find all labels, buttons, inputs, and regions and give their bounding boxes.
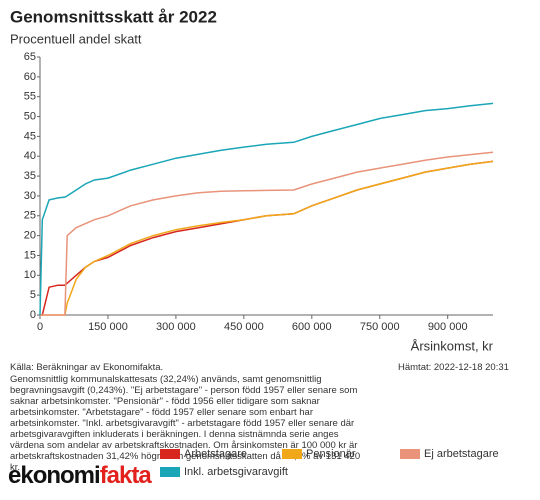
x-tick-label: 900 000 (428, 321, 468, 333)
legend-label: Arbetstagare (184, 448, 247, 460)
y-tick-label: 20 (24, 230, 36, 242)
legend-item: Inkl. arbetsgivaravgift (160, 466, 288, 478)
legend-item: Ej arbetstagare (400, 448, 499, 460)
note: Genomsnittlig kommunalskattesats (32,24%… (10, 374, 361, 473)
line (39, 102, 494, 316)
chart-title: Genomsnittsskatt år 2022 (10, 7, 217, 26)
legend-label: Inkl. arbetsgivaravgift (184, 466, 288, 478)
x-tick-label: 450 000 (224, 321, 264, 333)
legend-swatch (160, 467, 180, 477)
y-tick-label: 5 (30, 289, 36, 301)
y-tick-label: 55 (24, 91, 36, 103)
legend-swatch (160, 449, 180, 459)
legend-swatch (400, 449, 420, 459)
legend-item: Arbetstagare (160, 448, 247, 460)
line (40, 151, 494, 316)
y-tick-label: 65 (24, 51, 36, 63)
legend-item: Pensionär (282, 448, 356, 460)
y-tick-label: 0 (30, 309, 36, 321)
y-tick-label: 30 (24, 190, 36, 202)
x-tick-label: 300 000 (156, 321, 196, 333)
y-tick-label: 45 (24, 130, 36, 142)
logo-part: fakta (99, 462, 152, 489)
x-tick-label: 0 (37, 321, 43, 333)
y-tick-label: 25 (24, 210, 36, 222)
x-axis-label: Årsinkomst, kr (411, 338, 494, 353)
y-tick-label: 15 (24, 249, 36, 261)
legend-label: Pensionär (306, 448, 356, 460)
y-tick-label: 50 (24, 110, 36, 122)
x-tick-label: 750 000 (360, 321, 400, 333)
y-tick-label: 10 (24, 269, 36, 281)
chart: Genomsnittsskatt år 2022 Procentuell and… (10, 7, 494, 353)
line (40, 160, 494, 316)
logo: ekonomifakta (8, 462, 152, 490)
y-tick-label: 35 (24, 170, 36, 182)
line (40, 160, 494, 316)
y-tick-label: 40 (24, 150, 36, 162)
legend-label: Ej arbetstagare (424, 448, 499, 460)
x-tick-label: 150 000 (88, 321, 128, 333)
chart-subtitle: Procentuell andel skatt (10, 31, 142, 46)
source: Källa: Beräkningar av Ekonomifakta. (10, 362, 164, 373)
x-tick-label: 600 000 (292, 321, 332, 333)
logo-part: ekonomi (8, 462, 101, 489)
legend-swatch (282, 449, 302, 459)
y-tick-label: 60 (24, 71, 36, 83)
retrieved: Hämtat: 2022-12-18 20:31 (398, 362, 509, 373)
